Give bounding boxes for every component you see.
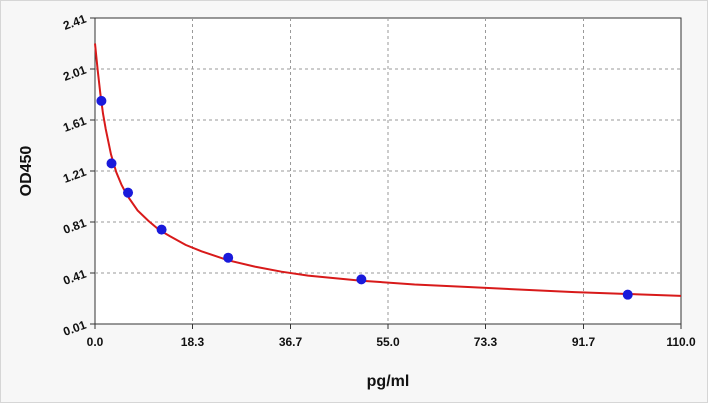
grid [95,18,681,324]
data-points [96,95,633,300]
y-tick-label: 0.01 [61,318,88,339]
y-tick-label: 1.61 [61,114,88,135]
y-tick-label: 0.41 [61,267,88,288]
y-axis-title: OD450 [18,146,35,197]
data-point [123,187,134,198]
x-tick-label: 36.7 [279,335,303,349]
fit-curve [94,43,682,297]
data-point [356,274,367,285]
data-point [106,158,117,169]
y-tick-label: 1.21 [61,165,88,186]
x-tick-label: 73.3 [474,335,498,349]
x-tick-label: 110.0 [666,335,696,349]
x-tick-label: 0.0 [87,335,104,349]
data-point [96,95,107,106]
y-tick-label: 2.01 [61,63,88,84]
y-axis-ticks: 0.01 0.41 0.81 1.21 1.61 2.01 2.41 [61,12,95,339]
x-tick-label: 55.0 [376,335,400,349]
data-point [622,289,633,300]
data-point [223,252,234,263]
x-axis-title: pg/ml [367,373,410,390]
y-tick-label: 0.81 [61,216,88,237]
y-tick-label: 2.41 [61,12,88,33]
fit-curve-line [94,43,682,297]
x-axis-ticks: 0.0 18.3 36.7 55.0 73.3 91.7 110.0 [87,324,696,349]
x-tick-label: 18.3 [181,335,205,349]
x-tick-label: 91.7 [572,335,596,349]
data-point [156,224,167,235]
